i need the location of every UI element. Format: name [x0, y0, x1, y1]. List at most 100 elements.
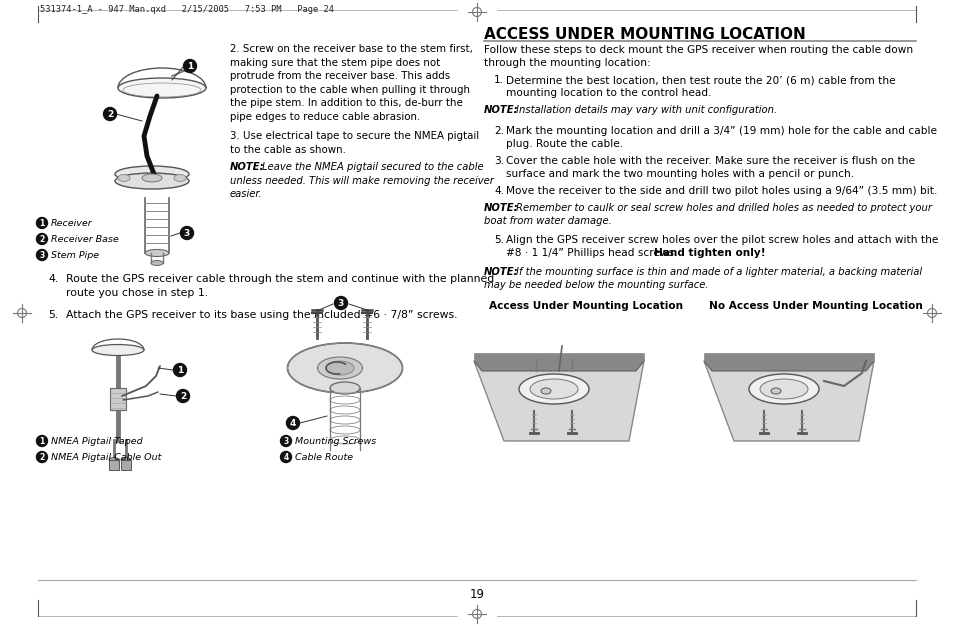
- FancyBboxPatch shape: [109, 460, 119, 470]
- Circle shape: [176, 389, 190, 403]
- Text: plug. Route the cable.: plug. Route the cable.: [505, 139, 622, 149]
- Text: 3: 3: [283, 436, 289, 446]
- Text: pipe edges to reduce cable abrasion.: pipe edges to reduce cable abrasion.: [230, 111, 420, 121]
- Ellipse shape: [317, 357, 362, 379]
- Ellipse shape: [118, 175, 130, 182]
- Text: NOTE:: NOTE:: [483, 105, 518, 115]
- Text: to the cable as shown.: to the cable as shown.: [230, 145, 346, 155]
- Text: NMEA Pigtail Cable Out: NMEA Pigtail Cable Out: [51, 453, 161, 461]
- Circle shape: [103, 108, 116, 120]
- Text: 5.: 5.: [48, 310, 58, 320]
- Text: 3: 3: [337, 299, 344, 307]
- Ellipse shape: [91, 344, 144, 356]
- Text: the pipe stem. In addition to this, de-burr the: the pipe stem. In addition to this, de-b…: [230, 98, 462, 108]
- Text: Align the GPS receiver screw holes over the pilot screw holes and attach with th: Align the GPS receiver screw holes over …: [505, 235, 938, 245]
- Circle shape: [280, 451, 292, 463]
- Text: 1: 1: [39, 436, 45, 446]
- Ellipse shape: [540, 388, 551, 394]
- Polygon shape: [474, 361, 643, 441]
- Text: 2. Screw on the receiver base to the stem first,: 2. Screw on the receiver base to the ste…: [230, 44, 473, 54]
- Text: Receiver: Receiver: [51, 218, 92, 227]
- Text: 4.: 4.: [48, 274, 58, 284]
- Text: protection to the cable when pulling it through: protection to the cable when pulling it …: [230, 85, 470, 95]
- Text: through the mounting location:: through the mounting location:: [483, 58, 650, 68]
- Text: route you chose in step 1.: route you chose in step 1.: [66, 288, 208, 298]
- Polygon shape: [474, 361, 643, 371]
- Ellipse shape: [287, 343, 402, 393]
- Ellipse shape: [770, 388, 781, 394]
- FancyBboxPatch shape: [110, 388, 126, 410]
- Text: Access Under Mounting Location: Access Under Mounting Location: [489, 301, 682, 311]
- Text: mounting location to the control head.: mounting location to the control head.: [505, 88, 711, 98]
- Text: 2: 2: [39, 235, 45, 244]
- Text: Move the receiver to the side and drill two pilot holes using a 9/64” (3.5 mm) b: Move the receiver to the side and drill …: [505, 186, 937, 196]
- Ellipse shape: [330, 382, 359, 394]
- Circle shape: [280, 436, 292, 446]
- Circle shape: [286, 416, 299, 429]
- Text: Hand tighten only!: Hand tighten only!: [654, 248, 765, 258]
- Text: Receiver Base: Receiver Base: [51, 235, 119, 244]
- Text: Leave the NMEA pigtail secured to the cable: Leave the NMEA pigtail secured to the ca…: [262, 162, 483, 172]
- Text: 3. Use electrical tape to secure the NMEA pigtail: 3. Use electrical tape to secure the NME…: [230, 131, 478, 141]
- Ellipse shape: [115, 166, 189, 182]
- Ellipse shape: [121, 458, 131, 463]
- Text: NOTE:: NOTE:: [483, 203, 518, 213]
- Ellipse shape: [760, 379, 807, 399]
- Circle shape: [36, 436, 48, 446]
- Text: unless needed. This will make removing the receiver: unless needed. This will make removing t…: [230, 175, 494, 185]
- Text: 2: 2: [180, 391, 186, 401]
- Text: 3.: 3.: [494, 156, 503, 166]
- Text: NMEA Pigtail Taped: NMEA Pigtail Taped: [51, 436, 143, 446]
- Text: NOTE:: NOTE:: [483, 267, 518, 277]
- Circle shape: [36, 233, 48, 245]
- Text: Cable Route: Cable Route: [294, 453, 353, 461]
- Ellipse shape: [530, 379, 578, 399]
- Text: 1.: 1.: [494, 75, 503, 85]
- Text: Attach the GPS receiver to its base using the included #6 · 7/8” screws.: Attach the GPS receiver to its base usin…: [66, 310, 457, 320]
- Text: #8 · 1 1/4” Phillips head screws.: #8 · 1 1/4” Phillips head screws.: [505, 248, 680, 258]
- Text: Route the GPS receiver cable through the stem and continue with the planned: Route the GPS receiver cable through the…: [66, 274, 494, 284]
- Text: protrude from the receiver base. This adds: protrude from the receiver base. This ad…: [230, 71, 450, 81]
- Circle shape: [335, 297, 347, 309]
- Text: 4: 4: [290, 419, 295, 428]
- Text: Determine the best location, then test route the 20’ (6 m) cable from the: Determine the best location, then test r…: [505, 75, 895, 85]
- Circle shape: [180, 227, 193, 240]
- Ellipse shape: [748, 374, 818, 404]
- Text: surface and mark the two mounting holes with a pencil or punch.: surface and mark the two mounting holes …: [505, 169, 853, 179]
- Text: 19: 19: [469, 587, 484, 600]
- Text: Mark the mounting location and drill a 3/4” (19 mm) hole for the cable and cable: Mark the mounting location and drill a 3…: [505, 126, 936, 136]
- Circle shape: [173, 364, 186, 376]
- Text: Cover the cable hole with the receiver. Make sure the receiver is flush on the: Cover the cable hole with the receiver. …: [505, 156, 914, 166]
- Text: making sure that the stem pipe does not: making sure that the stem pipe does not: [230, 58, 439, 68]
- Circle shape: [36, 451, 48, 463]
- FancyBboxPatch shape: [121, 460, 131, 470]
- Text: 4.: 4.: [494, 186, 503, 196]
- Polygon shape: [703, 353, 873, 361]
- Circle shape: [36, 217, 48, 228]
- Text: Installation details may vary with unit configuration.: Installation details may vary with unit …: [516, 105, 777, 115]
- Polygon shape: [703, 361, 873, 371]
- Ellipse shape: [142, 174, 162, 182]
- Ellipse shape: [151, 260, 163, 265]
- Ellipse shape: [109, 458, 119, 463]
- Circle shape: [183, 59, 196, 73]
- Text: 1: 1: [39, 218, 45, 227]
- Text: 3: 3: [39, 250, 45, 260]
- Text: 2: 2: [107, 110, 113, 118]
- Text: Mounting Screws: Mounting Screws: [294, 436, 375, 446]
- Text: easier.: easier.: [230, 189, 262, 199]
- Text: If the mounting surface is thin and made of a lighter material, a backing materi: If the mounting surface is thin and made…: [516, 267, 922, 277]
- Text: 2: 2: [39, 453, 45, 461]
- Polygon shape: [703, 361, 873, 441]
- Text: 1: 1: [187, 61, 193, 71]
- Text: No Access Under Mounting Location: No Access Under Mounting Location: [708, 301, 922, 311]
- Text: Remember to caulk or seal screw holes and drilled holes as needed to protect you: Remember to caulk or seal screw holes an…: [516, 203, 931, 213]
- Ellipse shape: [326, 361, 354, 375]
- Text: Follow these steps to deck mount the GPS receiver when routing the cable down: Follow these steps to deck mount the GPS…: [483, 45, 912, 55]
- Circle shape: [36, 250, 48, 260]
- Text: NOTE:: NOTE:: [230, 162, 264, 172]
- Ellipse shape: [118, 78, 206, 98]
- Ellipse shape: [518, 374, 588, 404]
- Text: ACCESS UNDER MOUNTING LOCATION: ACCESS UNDER MOUNTING LOCATION: [483, 27, 805, 42]
- Text: boat from water damage.: boat from water damage.: [483, 216, 611, 226]
